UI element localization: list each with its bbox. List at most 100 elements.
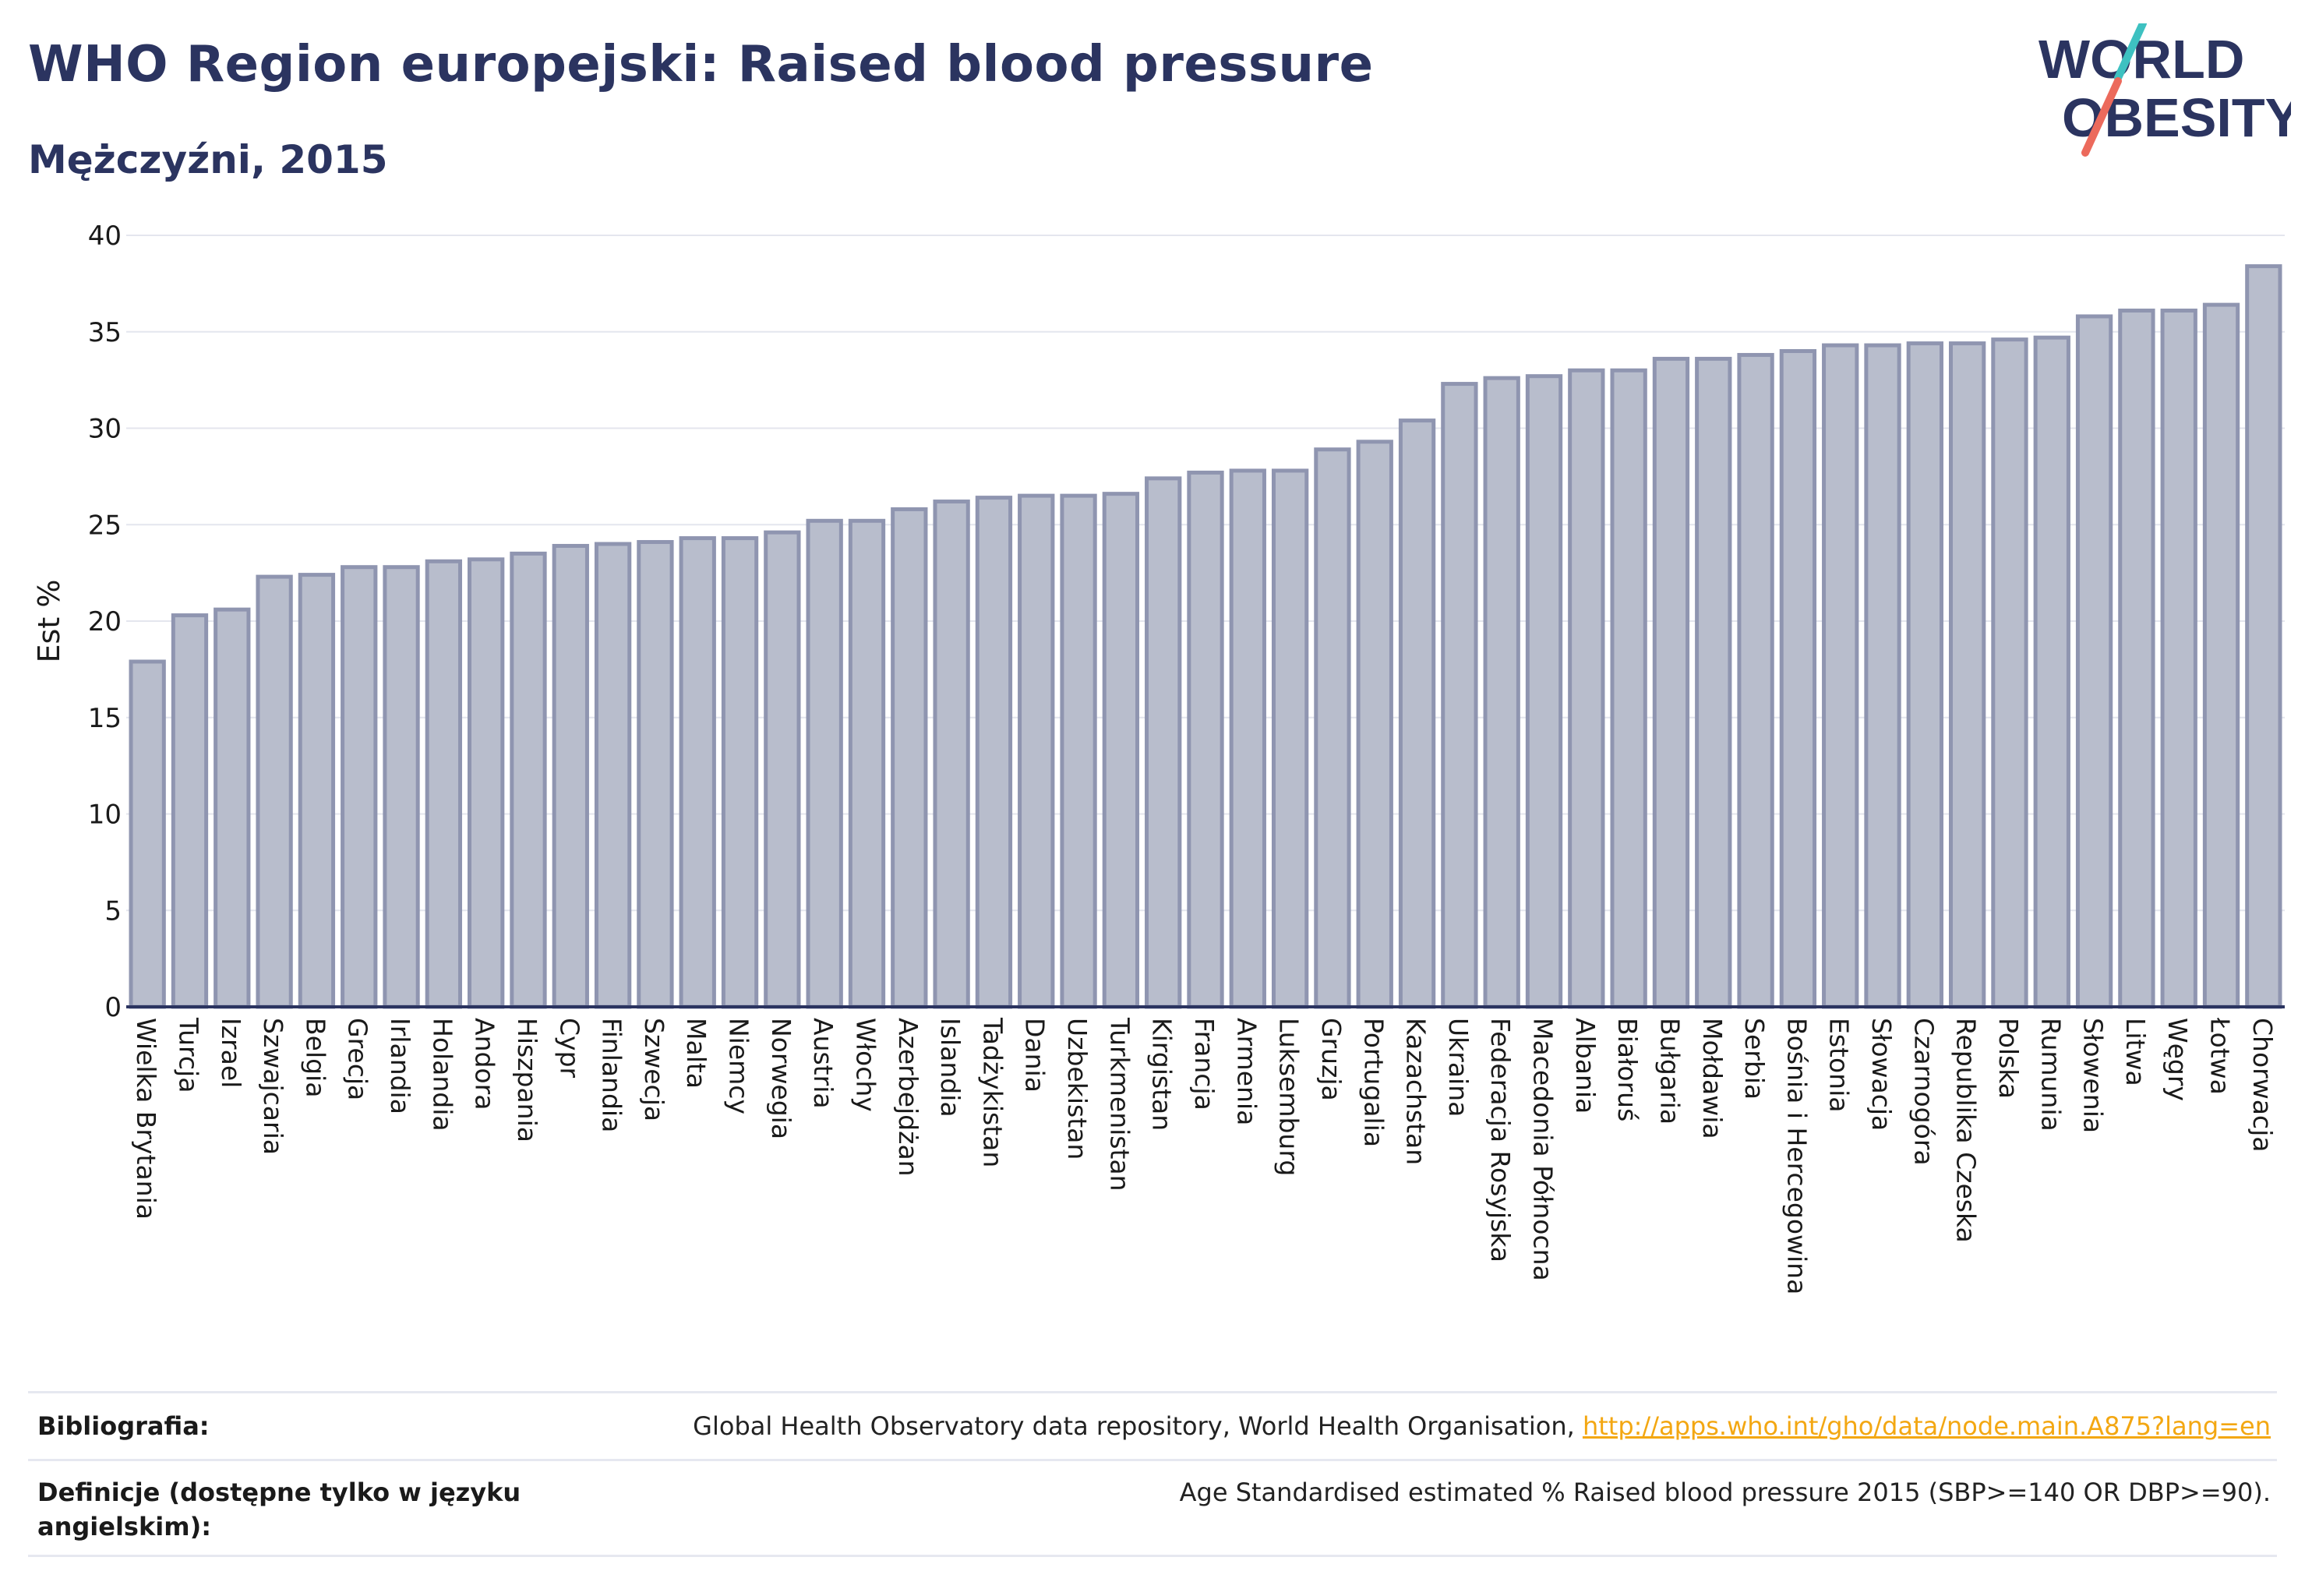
bar[interactable] [1018,493,1055,1009]
bar[interactable] [1568,368,1605,1009]
bar[interactable] [2160,309,2197,1009]
bar[interactable] [1271,468,1309,1009]
x-tick-label: Uzbekistan [1062,1018,1092,1160]
x-tick-label: Rumunia [2035,1018,2066,1132]
definitions-label: Definicje (dostępne tylko w języku angie… [37,1478,521,1541]
y-tick-label: 20 [88,606,122,637]
x-tick-label: Tadżykistan [977,1017,1008,1167]
x-tick-label: Azerbejdżan [893,1018,923,1177]
bar[interactable] [637,540,674,1009]
x-tick-label: Albania [1570,1018,1601,1114]
bar[interactable] [383,565,420,1009]
bar[interactable] [848,518,886,1009]
x-tick-label: Luksemburg [1274,1018,1304,1176]
bibliography-text: Global Health Observatory data repositor… [693,1411,1583,1441]
x-tick-label: Portugalia [1358,1018,1389,1147]
bar[interactable] [1695,356,1732,1009]
bar[interactable] [1145,476,1182,1009]
bar[interactable] [594,542,632,1009]
x-tick-label: Serbia [1739,1018,1770,1100]
bar[interactable] [1652,356,1690,1009]
chart-title: WHO Region europejski: Raised blood pres… [28,36,1374,94]
bar[interactable] [214,607,251,1009]
x-tick-label: Izrael [216,1018,246,1088]
bar[interactable] [129,659,166,1009]
bar[interactable] [1102,492,1140,1009]
logo-slash-top [2114,23,2147,82]
x-tick-label: Kirgistan [1147,1018,1177,1131]
bar[interactable] [171,613,209,1009]
x-tick-label: Irlandia [385,1018,415,1114]
bar[interactable] [721,536,759,1009]
x-tick-label: Francja [1189,1018,1220,1110]
x-tick-labels: Wielka Brytania Turcja Izrael Szwajcaria Bel… [131,1017,2278,1294]
bar[interactable] [1822,343,1859,1009]
y-axis-label: Est % [32,580,66,663]
bar[interactable] [2245,264,2282,1009]
bar[interactable] [1398,418,1436,1009]
bar[interactable] [2118,309,2155,1009]
x-tick-label: Dania [1020,1018,1050,1093]
x-tick-label: Włochy [850,1018,881,1112]
y-tick-label: 5 [104,895,122,927]
bar[interactable] [2033,335,2070,1009]
bar[interactable] [1356,440,1393,1009]
x-tick-label: Armenia [1231,1018,1262,1125]
x-tick-label: Słowenia [2078,1018,2109,1133]
bar[interactable] [1737,352,1774,1009]
bar[interactable] [1779,349,1817,1009]
x-tick-label: Polska [1993,1018,2024,1099]
logo-slash-bottom [2081,77,2122,157]
bar[interactable] [1864,343,1901,1009]
y-tick-labels: 0 5 10 15 20 25 30 35 40 [88,221,122,1023]
bar[interactable] [1314,447,1351,1009]
bar[interactable] [510,551,547,1009]
x-tick-label: Łotwa [2205,1017,2236,1095]
bar[interactable] [1525,374,1563,1009]
bar[interactable] [298,573,336,1009]
y-tick-label: 30 [88,414,122,445]
y-tick-label: 15 [88,703,122,734]
x-tick-label: Belgia [300,1018,330,1097]
bar[interactable] [1441,382,1478,1009]
bar[interactable] [764,530,801,1009]
bibliography-link[interactable]: http://apps.who.int/gho/data/node.main.A… [1582,1411,2271,1441]
bar-chart: 0 5 10 15 20 25 30 35 40 Wielka Brytania Turcja Iz… [32,221,2285,1294]
bar[interactable] [1187,470,1224,1009]
bar[interactable] [341,565,378,1009]
y-tick-label: 0 [104,992,122,1023]
x-tick-label: Malta [681,1018,711,1089]
y-tick-label: 40 [88,221,122,252]
x-tick-label: Islandia [935,1018,965,1118]
bibliography-value: Global Health Observatory data repositor… [693,1409,2271,1443]
bar[interactable] [425,559,463,1009]
bar[interactable] [1991,337,2028,1009]
bar[interactable] [256,574,293,1009]
bar[interactable] [2202,302,2240,1009]
bar[interactable] [891,507,928,1009]
x-tick-label: Cypr [554,1018,584,1079]
x-tick-label: Gruzja [1316,1018,1347,1101]
bar[interactable] [552,543,589,1009]
bar[interactable] [1229,468,1266,1009]
definitions-row: Definicje (dostępne tylko w języku angie… [28,1459,2277,1557]
bar[interactable] [933,500,970,1009]
bar[interactable] [806,518,843,1009]
bar[interactable] [1610,368,1647,1009]
bar[interactable] [679,536,716,1009]
bar[interactable] [468,557,505,1009]
bar[interactable] [1060,493,1097,1009]
x-tick-label: Turcja [173,1017,203,1093]
bar[interactable] [975,496,1013,1009]
bar[interactable] [1948,341,1986,1009]
bar[interactable] [1483,376,1520,1009]
x-tick-label: Bośnia i Hercegowina [1781,1018,1812,1294]
x-tick-label: Macedonia Północna [1528,1018,1558,1281]
footer: Bibliografia: Global Health Observatory … [28,1391,2277,1557]
x-tick-label: Hiszpania [512,1018,542,1142]
bar[interactable] [1906,341,1943,1009]
bars [129,264,2282,1009]
bibliography-label: Bibliografia: [37,1411,210,1441]
chart-subtitle: Mężczyźni, 2015 [28,137,388,182]
bar[interactable] [2075,314,2113,1009]
